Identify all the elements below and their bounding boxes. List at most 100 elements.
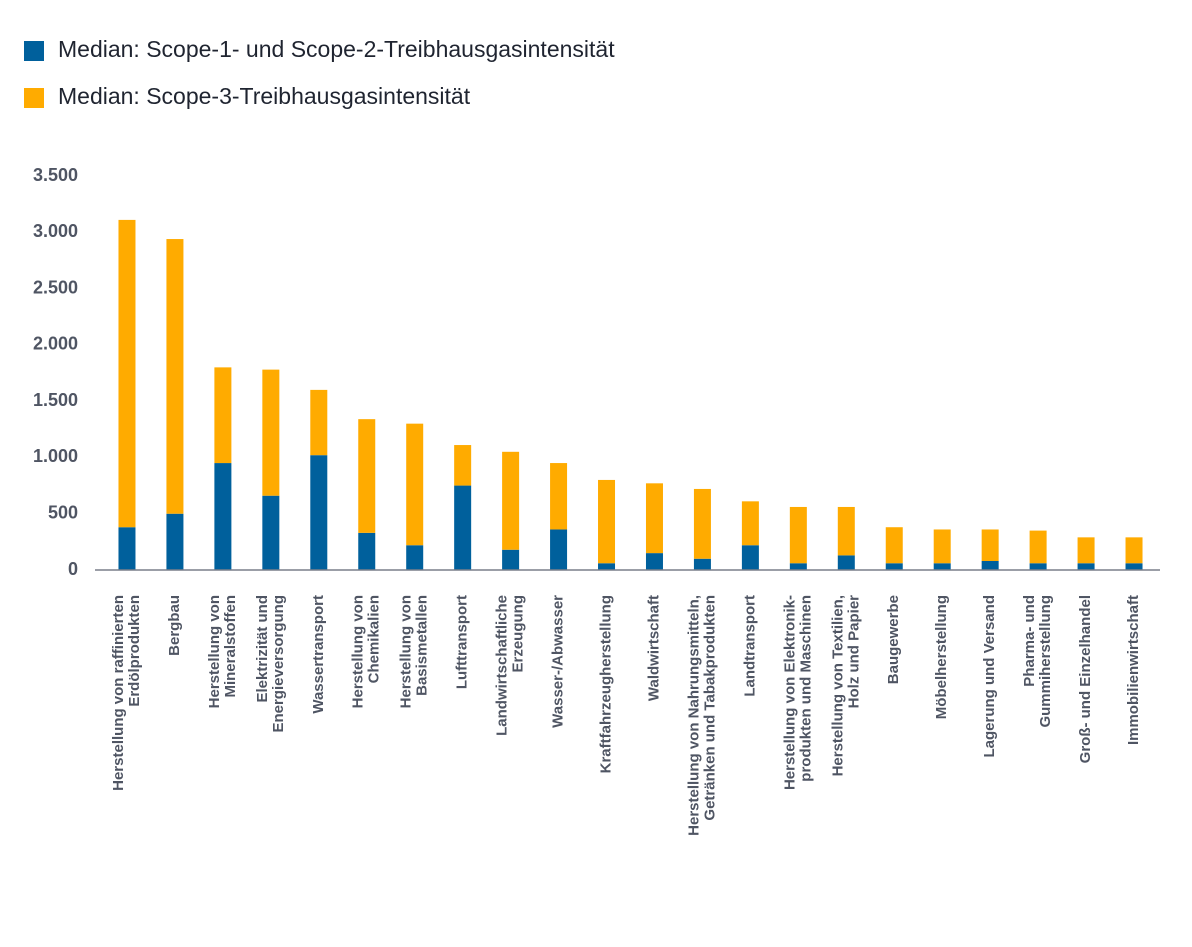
bar-segment <box>454 485 472 570</box>
bar-segment <box>885 527 903 564</box>
bar-segment <box>645 483 663 554</box>
bar-segment <box>358 419 376 533</box>
bar-segment <box>166 513 184 570</box>
x-tick-label-group: Groß- und Einzelhandel <box>1077 595 1094 763</box>
bar-segment <box>1125 537 1143 564</box>
bar-segment <box>789 506 807 564</box>
y-tick-label: 3.500 <box>33 165 78 185</box>
bar-segment <box>118 527 136 570</box>
x-tick-label-group: Immobilienwirtschaft <box>1125 595 1142 745</box>
y-tick-label: 2.500 <box>33 277 78 297</box>
bar-segment <box>789 563 807 570</box>
bar-segment <box>741 501 759 546</box>
bar-segment <box>262 369 280 496</box>
bar-segment <box>981 560 999 570</box>
x-tick-label: Energieversorgung <box>270 595 287 733</box>
x-tick-label: Elektrizität und <box>254 595 271 703</box>
x-tick-label-group: Baugewerbe <box>885 595 902 684</box>
x-tick-label-group: Herstellung von Chemikalien <box>350 595 383 708</box>
y-tick-label: 2.000 <box>33 334 78 354</box>
x-tick-label: Holz und Papier <box>845 595 862 709</box>
x-tick-label-group: Herstellung von Elektronik-produkten und… <box>781 595 814 790</box>
x-tick-label-group: Herstellung von Basismetallen <box>398 595 431 708</box>
x-tick-label-group: Herstellung von Mineralstoffen <box>206 595 239 708</box>
bar-segment <box>214 463 232 570</box>
bar-segment <box>310 389 328 456</box>
x-tick-label: Herstellung von <box>206 595 223 708</box>
x-tick-label: Herstellung von <box>398 595 415 708</box>
x-tick-label: Herstellung von Nahrungsmitteln, <box>685 595 702 836</box>
x-tick-label: Lagerung und Versand <box>981 595 998 758</box>
x-tick-label: Herstellung von raffinierten <box>110 595 127 791</box>
x-tick-label-group: Elektrizität und Energieversorgung <box>254 595 287 733</box>
x-tick-label-group: Lagerung und Versand <box>981 595 998 758</box>
bar-segment <box>693 558 711 570</box>
bar-segment <box>693 488 711 559</box>
x-tick-label-group: Herstellung von raffinierten Erdölprodukt… <box>110 595 143 791</box>
x-tick-label-group: Wassertransport <box>310 595 327 714</box>
x-tick-label-group: Pharma- und Gummiherstellung <box>1021 595 1054 728</box>
bar-segment <box>406 545 424 570</box>
x-tick-label-group: Lufttransport <box>454 595 471 689</box>
bar-segment <box>981 529 999 561</box>
x-tick-label: Wasser-/Abwasser <box>550 595 567 728</box>
x-tick-label: Landwirtschaftliche <box>494 595 511 736</box>
bar-segment <box>837 506 855 556</box>
bar-segment <box>166 239 184 514</box>
x-tick-label: Groß- und Einzelhandel <box>1077 595 1094 763</box>
bar-segment <box>262 495 280 570</box>
x-tick-label-group: Herstellung von Nahrungsmitteln, Getränke… <box>685 595 718 836</box>
bar-segment <box>645 553 663 570</box>
x-tick-label: Wassertransport <box>310 595 327 714</box>
x-tick-label: Erzeugung <box>510 595 527 673</box>
x-tick-label-group: Waldwirtschaft <box>645 595 662 701</box>
x-tick-label: Getränken und Tabakprodukten <box>701 595 718 821</box>
bar-segment <box>1029 530 1047 564</box>
bar-segment <box>358 532 376 570</box>
bar-segment <box>118 219 136 528</box>
x-tick-label: Erdölprodukten <box>126 595 143 707</box>
x-tick-label-group: Herstellung von Textilien, Holz und Papie… <box>829 595 862 777</box>
x-tick-label: Pharma- und <box>1021 595 1038 687</box>
bar-segment <box>837 555 855 570</box>
bar-segment <box>1077 537 1095 564</box>
bar-segment <box>214 367 232 464</box>
x-tick-label-group: Wasser-/Abwasser <box>550 595 567 728</box>
bar-segment <box>406 423 424 546</box>
x-tick-label: Herstellung von Elektronik- <box>781 595 798 790</box>
y-tick-label: 0 <box>68 559 78 579</box>
x-tick-label: Bergbau <box>166 595 183 656</box>
bar-segment <box>598 563 616 570</box>
legend-swatch <box>24 41 44 61</box>
y-tick-label: 500 <box>48 502 78 522</box>
x-tick-label-group: Möbelherstellung <box>933 595 950 719</box>
bar-segment <box>310 455 328 570</box>
bar-segment <box>550 529 568 570</box>
x-tick-label: Gummiherstellung <box>1037 595 1054 728</box>
y-tick-label: 1.000 <box>33 446 78 466</box>
x-tick-label: Lufttransport <box>454 595 471 689</box>
x-tick-label: Kraftfahrzeugherstellung <box>597 595 614 773</box>
bar-segment <box>454 445 472 486</box>
x-tick-label-group: Landtransport <box>741 595 758 697</box>
bar-segment <box>933 529 951 564</box>
bar-segment <box>550 463 568 530</box>
y-tick-label: 1.500 <box>33 390 78 410</box>
x-tick-label: Herstellung von <box>350 595 367 708</box>
legend-label: Median: Scope-1- und Scope-2-Treibhausga… <box>58 36 615 62</box>
x-tick-label-group: Bergbau <box>166 595 183 656</box>
bar-segment <box>1125 563 1143 570</box>
x-tick-label-group: Kraftfahrzeugherstellung <box>597 595 614 773</box>
x-tick-label: Landtransport <box>741 595 758 697</box>
x-tick-label: Baugewerbe <box>885 595 902 684</box>
x-tick-label: produkten und Maschinen <box>797 595 814 782</box>
legend-label: Median: Scope-3-Treibhausgasintensität <box>58 83 471 109</box>
x-tick-label: Möbelherstellung <box>933 595 950 719</box>
bar-segment <box>1077 563 1095 570</box>
bar-segment <box>933 563 951 570</box>
bar-segment <box>502 549 520 570</box>
bar-segment <box>741 545 759 570</box>
bar-segment <box>1029 563 1047 570</box>
